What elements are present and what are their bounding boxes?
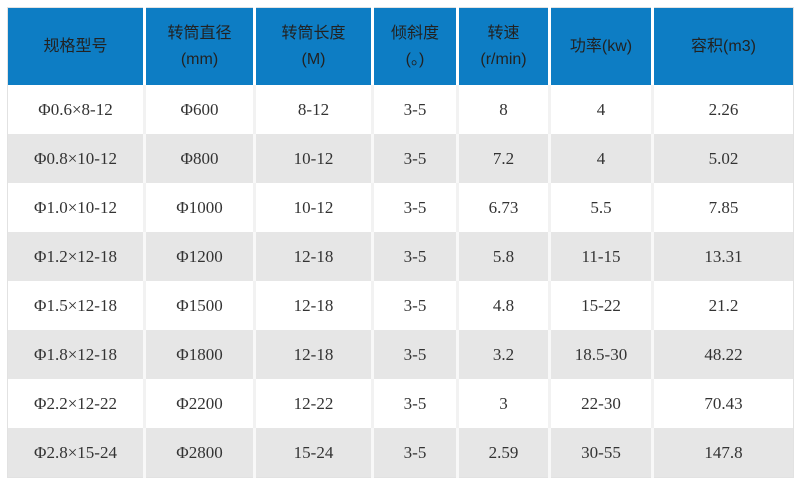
header-label: 倾斜度 (390, 24, 439, 42)
table-cell: Φ600 (143, 85, 255, 134)
spec-table: 规格型号 转筒直径 (mm) 转筒长度 (M) 倾斜度 (。) 转速 (r (7, 7, 794, 478)
table-cell: Φ1.2×12-18 (7, 232, 145, 281)
column-header-drum-diameter: 转筒直径 (mm) (143, 7, 255, 85)
table-cell: 3-5 (371, 428, 458, 478)
table-cell: 5.8 (456, 232, 550, 281)
table-cell: 30-55 (548, 428, 653, 478)
header-label: 容积(m3) (691, 37, 756, 55)
table-cell: 147.8 (651, 428, 794, 478)
column-header-drum-length: 转筒长度 (M) (253, 7, 373, 85)
table-cell: 11-15 (548, 232, 653, 281)
table-cell: Φ2800 (143, 428, 255, 478)
table-row: Φ1.5×12-18 Φ1500 12-18 3-5 4.8 15-22 21.… (7, 281, 794, 330)
header-label: 规格型号 (43, 37, 108, 55)
column-header-inclination: 倾斜度 (。) (371, 7, 458, 85)
table-cell: 8 (456, 85, 550, 134)
table-cell: 4 (548, 85, 653, 134)
header-label: 功率(kw) (569, 37, 633, 55)
table-row: Φ0.6×8-12 Φ600 8-12 3-5 8 4 2.26 (7, 85, 794, 134)
table-cell: Φ0.8×10-12 (7, 134, 145, 183)
table-cell: 3-5 (371, 232, 458, 281)
table-cell: 4.8 (456, 281, 550, 330)
table-cell: 2.26 (651, 85, 794, 134)
table-cell: Φ1200 (143, 232, 255, 281)
table-row: Φ2.8×15-24 Φ2800 15-24 3-5 2.59 30-55 14… (7, 428, 794, 478)
table-cell: 12-18 (253, 281, 373, 330)
table-row: Φ1.8×12-18 Φ1800 12-18 3-5 3.2 18.5-30 4… (7, 330, 794, 379)
table-cell: 8-12 (253, 85, 373, 134)
table-cell: 2.59 (456, 428, 550, 478)
column-header-model: 规格型号 (7, 7, 145, 85)
table-cell: 3-5 (371, 85, 458, 134)
table-cell: 10-12 (253, 183, 373, 232)
table-row: Φ2.2×12-22 Φ2200 12-22 3-5 3 22-30 70.43 (7, 379, 794, 428)
table-cell: 12-22 (253, 379, 373, 428)
header-unit: (。) (405, 50, 425, 68)
table-row: Φ1.0×10-12 Φ1000 10-12 3-5 6.73 5.5 7.85 (7, 183, 794, 232)
column-header-volume: 容积(m3) (651, 7, 794, 85)
table-cell: Φ2.2×12-22 (7, 379, 145, 428)
table-cell: 3.2 (456, 330, 550, 379)
table-cell: Φ2.8×15-24 (7, 428, 145, 478)
table-cell: 7.2 (456, 134, 550, 183)
table-cell: 6.73 (456, 183, 550, 232)
header-unit: (M) (301, 50, 326, 68)
table-cell: Φ1.5×12-18 (7, 281, 145, 330)
header-unit: (r/min) (480, 50, 527, 68)
table-cell: 70.43 (651, 379, 794, 428)
table-cell: 10-12 (253, 134, 373, 183)
table-cell: 3-5 (371, 183, 458, 232)
header-row: 规格型号 转筒直径 (mm) 转筒长度 (M) 倾斜度 (。) 转速 (r (7, 7, 794, 85)
table-cell: 3-5 (371, 281, 458, 330)
table-row: Φ0.8×10-12 Φ800 10-12 3-5 7.2 4 5.02 (7, 134, 794, 183)
table-cell: 15-22 (548, 281, 653, 330)
table-cell: 22-30 (548, 379, 653, 428)
table-cell: Φ1000 (143, 183, 255, 232)
table-cell: 3-5 (371, 134, 458, 183)
table-cell: 3-5 (371, 379, 458, 428)
table-cell: Φ1.0×10-12 (7, 183, 145, 232)
table-cell: 7.85 (651, 183, 794, 232)
table-cell: 12-18 (253, 232, 373, 281)
table-cell: 5.5 (548, 183, 653, 232)
table-cell: Φ2200 (143, 379, 255, 428)
table-cell: 15-24 (253, 428, 373, 478)
table-cell: Φ800 (143, 134, 255, 183)
page: 规格型号 转筒直径 (mm) 转筒长度 (M) 倾斜度 (。) 转速 (r (7, 7, 794, 478)
table-cell: 3 (456, 379, 550, 428)
header-label: 转速 (487, 24, 520, 42)
table-cell: 18.5-30 (548, 330, 653, 379)
table-cell: 5.02 (651, 134, 794, 183)
table-cell: Φ1.8×12-18 (7, 330, 145, 379)
header-unit: (mm) (180, 50, 219, 68)
header-label: 转筒长度 (281, 24, 346, 42)
header-label: 转筒直径 (167, 24, 232, 42)
table-cell: 21.2 (651, 281, 794, 330)
table-cell: 13.31 (651, 232, 794, 281)
table-cell: Φ0.6×8-12 (7, 85, 145, 134)
table-cell: 4 (548, 134, 653, 183)
table-cell: 12-18 (253, 330, 373, 379)
table-cell: 48.22 (651, 330, 794, 379)
column-header-rotation-speed: 转速 (r/min) (456, 7, 550, 85)
table-cell: Φ1800 (143, 330, 255, 379)
table-cell: Φ1500 (143, 281, 255, 330)
column-header-power: 功率(kw) (548, 7, 653, 85)
table-cell: 3-5 (371, 330, 458, 379)
table-row: Φ1.2×12-18 Φ1200 12-18 3-5 5.8 11-15 13.… (7, 232, 794, 281)
